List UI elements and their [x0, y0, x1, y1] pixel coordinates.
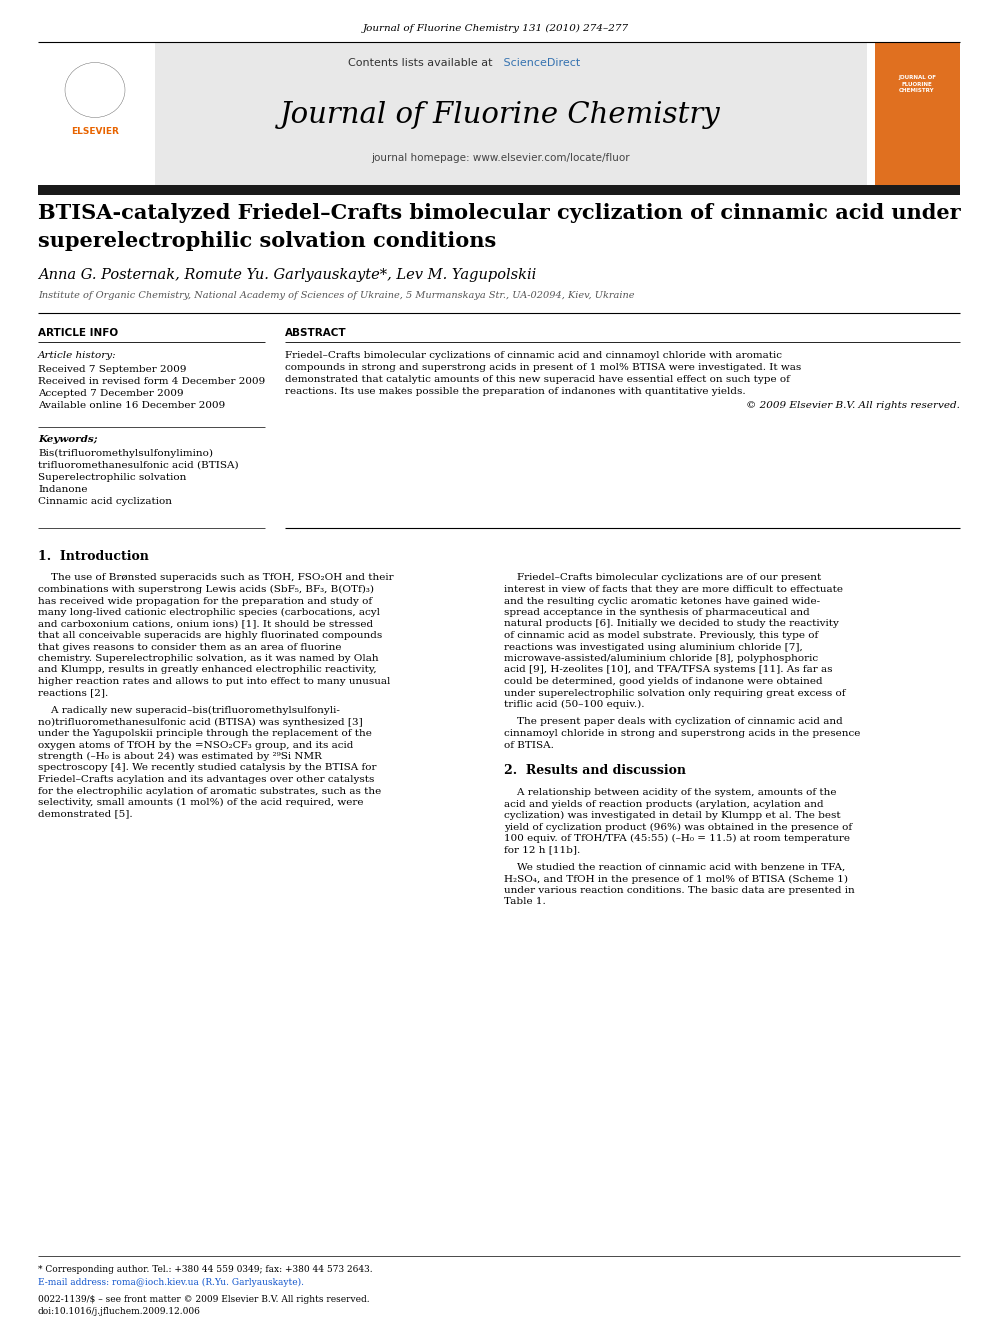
Text: higher reaction rates and allows to put into effect to many unusual: higher reaction rates and allows to put … [38, 677, 391, 687]
Text: interest in view of facts that they are more difficult to effectuate: interest in view of facts that they are … [504, 585, 843, 594]
Text: compounds in strong and superstrong acids in present of 1 mol% BTISA were invest: compounds in strong and superstrong acid… [285, 364, 802, 373]
Bar [875, 42, 960, 185]
Text: Received in revised form 4 December 2009: Received in revised form 4 December 2009 [38, 377, 265, 385]
Text: trifluoromethanesulfonic acid (BTISA): trifluoromethanesulfonic acid (BTISA) [38, 460, 239, 470]
Text: Friedel–Crafts bimolecular cyclizations are of our present: Friedel–Crafts bimolecular cyclizations … [504, 573, 821, 582]
Text: no)trifluoromethanesulfonic acid (BTISA) was synthesized [3]: no)trifluoromethanesulfonic acid (BTISA)… [38, 717, 363, 726]
Text: of BTISA.: of BTISA. [504, 741, 554, 750]
Text: triflic acid (50–100 equiv.).: triflic acid (50–100 equiv.). [504, 700, 645, 709]
Text: yield of cyclization product (96%) was obtained in the presence of: yield of cyclization product (96%) was o… [504, 823, 852, 832]
Text: Anna G. Posternak, Romute Yu. Garlyauskayte*, Lev M. Yagupolskii: Anna G. Posternak, Romute Yu. Garlyauska… [38, 269, 537, 282]
Text: H₂SO₄, and TfOH in the presence of 1 mol% of BTISA (Scheme 1): H₂SO₄, and TfOH in the presence of 1 mol… [504, 875, 848, 884]
Text: Cinnamic acid cyclization: Cinnamic acid cyclization [38, 496, 172, 505]
Text: 100 equiv. of TfOH/TFA (45:55) (–H₀ = 11.5) at room temperature: 100 equiv. of TfOH/TFA (45:55) (–H₀ = 11… [504, 833, 850, 843]
Text: acid and yields of reaction products (arylation, acylation and: acid and yields of reaction products (ar… [504, 799, 823, 808]
Text: spread acceptance in the synthesis of pharmaceutical and: spread acceptance in the synthesis of ph… [504, 609, 809, 617]
Text: Friedel–Crafts acylation and its advantages over other catalysts: Friedel–Crafts acylation and its advanta… [38, 775, 374, 785]
Text: Article history:: Article history: [38, 352, 117, 360]
Text: Friedel–Crafts bimolecular cyclizations of cinnamic acid and cinnamoyl chloride : Friedel–Crafts bimolecular cyclizations … [285, 352, 782, 360]
Text: that all conceivable superacids are highly fluorinated compounds: that all conceivable superacids are high… [38, 631, 382, 640]
Text: ARTICLE INFO: ARTICLE INFO [38, 328, 118, 337]
Text: many long-lived cationic electrophilic species (carbocations, acyl: many long-lived cationic electrophilic s… [38, 609, 380, 617]
Text: JOURNAL OF
FLUORINE
CHEMISTRY: JOURNAL OF FLUORINE CHEMISTRY [898, 75, 936, 93]
Text: selectivity, small amounts (1 mol%) of the acid required, were: selectivity, small amounts (1 mol%) of t… [38, 798, 363, 807]
Text: combinations with superstrong Lewis acids (SbF₅, BF₃, B(OTf)₃): combinations with superstrong Lewis acid… [38, 585, 374, 594]
Text: A relationship between acidity of the system, amounts of the: A relationship between acidity of the sy… [504, 789, 836, 796]
Text: E-mail address: roma@ioch.kiev.ua (R.Yu. Garlyauskayte).: E-mail address: roma@ioch.kiev.ua (R.Yu.… [38, 1278, 304, 1286]
Text: chemistry. Superelectrophilic solvation, as it was named by Olah: chemistry. Superelectrophilic solvation,… [38, 654, 379, 663]
Text: Bis(trifluoromethylsulfonylimino): Bis(trifluoromethylsulfonylimino) [38, 448, 213, 458]
Text: Contents lists available at: Contents lists available at [348, 58, 500, 67]
Text: The use of Brønsted superacids such as TfOH, FSO₂OH and their: The use of Brønsted superacids such as T… [38, 573, 394, 582]
Text: The present paper deals with cyclization of cinnamic acid and: The present paper deals with cyclization… [504, 717, 843, 726]
Text: under the Yagupolskii principle through the replacement of the: under the Yagupolskii principle through … [38, 729, 372, 738]
Text: that gives reasons to consider them as an area of fluorine: that gives reasons to consider them as a… [38, 643, 341, 651]
Text: doi:10.1016/j.jfluchem.2009.12.006: doi:10.1016/j.jfluchem.2009.12.006 [38, 1307, 200, 1316]
Text: reactions. Its use makes possible the preparation of indanones with quantitative: reactions. Its use makes possible the pr… [285, 388, 746, 397]
Text: ELSEVIER: ELSEVIER [71, 127, 119, 136]
Text: Journal of Fluorine Chemistry 131 (2010) 274–277: Journal of Fluorine Chemistry 131 (2010)… [363, 24, 629, 33]
Text: superelectrophilic solvation conditions: superelectrophilic solvation conditions [38, 232, 496, 251]
Text: 1.  Introduction: 1. Introduction [38, 549, 149, 562]
Text: for the electrophilic acylation of aromatic substrates, such as the: for the electrophilic acylation of aroma… [38, 786, 381, 795]
Text: could be determined, good yields of indanone were obtained: could be determined, good yields of inda… [504, 677, 822, 687]
Bar [38, 185, 960, 194]
Text: of cinnamic acid as model substrate. Previously, this type of: of cinnamic acid as model substrate. Pre… [504, 631, 818, 640]
Text: and carboxonium cations, onium ions) [1]. It should be stressed: and carboxonium cations, onium ions) [1]… [38, 619, 373, 628]
Text: Table 1.: Table 1. [504, 897, 546, 906]
Text: cinnamoyl chloride in strong and superstrong acids in the presence: cinnamoyl chloride in strong and superst… [504, 729, 860, 738]
Text: ABSTRACT: ABSTRACT [285, 328, 346, 337]
Text: journal homepage: www.elsevier.com/locate/fluor: journal homepage: www.elsevier.com/locat… [371, 153, 629, 163]
Text: under various reaction conditions. The basic data are presented in: under various reaction conditions. The b… [504, 886, 855, 894]
Bar [155, 42, 867, 185]
Text: reactions [2].: reactions [2]. [38, 688, 108, 697]
Text: spectroscopy [4]. We recently studied catalysis by the BTISA for: spectroscopy [4]. We recently studied ca… [38, 763, 377, 773]
Text: and the resulting cyclic aromatic ketones have gained wide-: and the resulting cyclic aromatic ketone… [504, 597, 820, 606]
Text: We studied the reaction of cinnamic acid with benzene in TFA,: We studied the reaction of cinnamic acid… [504, 863, 845, 872]
Text: © 2009 Elsevier B.V. All rights reserved.: © 2009 Elsevier B.V. All rights reserved… [746, 401, 960, 410]
Text: Keywords;: Keywords; [38, 435, 97, 445]
Text: BTISA-catalyzed Friedel–Crafts bimolecular cyclization of cinnamic acid under: BTISA-catalyzed Friedel–Crafts bimolecul… [38, 202, 960, 224]
Text: under superelectrophilic solvation only requiring great excess of: under superelectrophilic solvation only … [504, 688, 845, 697]
Text: for 12 h [11b].: for 12 h [11b]. [504, 845, 580, 855]
Text: 2.  Results and discussion: 2. Results and discussion [504, 763, 686, 777]
Text: Superelectrophilic solvation: Superelectrophilic solvation [38, 472, 186, 482]
Text: Institute of Organic Chemistry, National Academy of Sciences of Ukraine, 5 Murma: Institute of Organic Chemistry, National… [38, 291, 635, 300]
Text: microwave-assisted/aluminium chloride [8], polyphosphoric: microwave-assisted/aluminium chloride [8… [504, 654, 818, 663]
Text: demonstrated [5].: demonstrated [5]. [38, 810, 133, 819]
Text: cyclization) was investigated in detail by Klumpp et al. The best: cyclization) was investigated in detail … [504, 811, 840, 820]
Text: 0022-1139/$ – see front matter © 2009 Elsevier B.V. All rights reserved.: 0022-1139/$ – see front matter © 2009 El… [38, 1295, 370, 1304]
Text: reactions was investigated using aluminium chloride [7],: reactions was investigated using alumini… [504, 643, 803, 651]
Text: acid [9], H-zeolites [10], and TFA/TFSA systems [11]. As far as: acid [9], H-zeolites [10], and TFA/TFSA … [504, 665, 832, 675]
Text: and Klumpp, results in greatly enhanced electrophilic reactivity,: and Klumpp, results in greatly enhanced … [38, 665, 377, 675]
Text: Available online 16 December 2009: Available online 16 December 2009 [38, 401, 225, 410]
Text: strength (–H₀ is about 24) was estimated by ²⁹Si NMR: strength (–H₀ is about 24) was estimated… [38, 751, 321, 761]
Bar [38, 42, 153, 185]
Text: oxygen atoms of TfOH by the =NSO₂CF₃ group, and its acid: oxygen atoms of TfOH by the =NSO₂CF₃ gro… [38, 741, 353, 750]
Text: Indanone: Indanone [38, 484, 87, 493]
Text: demonstrated that catalytic amounts of this new superacid have essential effect : demonstrated that catalytic amounts of t… [285, 376, 790, 385]
Text: Received 7 September 2009: Received 7 September 2009 [38, 365, 186, 373]
Text: * Corresponding author. Tel.: +380 44 559 0349; fax: +380 44 573 2643.: * Corresponding author. Tel.: +380 44 55… [38, 1266, 373, 1274]
Text: A radically new superacid–bis(trifluoromethylsulfonyli-: A radically new superacid–bis(trifluorom… [38, 706, 340, 714]
Text: Accepted 7 December 2009: Accepted 7 December 2009 [38, 389, 184, 397]
Text: Journal of Fluorine Chemistry: Journal of Fluorine Chemistry [280, 101, 720, 130]
Text: ScienceDirect: ScienceDirect [500, 58, 580, 67]
Text: has received wide propagation for the preparation and study of: has received wide propagation for the pr… [38, 597, 372, 606]
Text: natural products [6]. Initially we decided to study the reactivity: natural products [6]. Initially we decid… [504, 619, 839, 628]
